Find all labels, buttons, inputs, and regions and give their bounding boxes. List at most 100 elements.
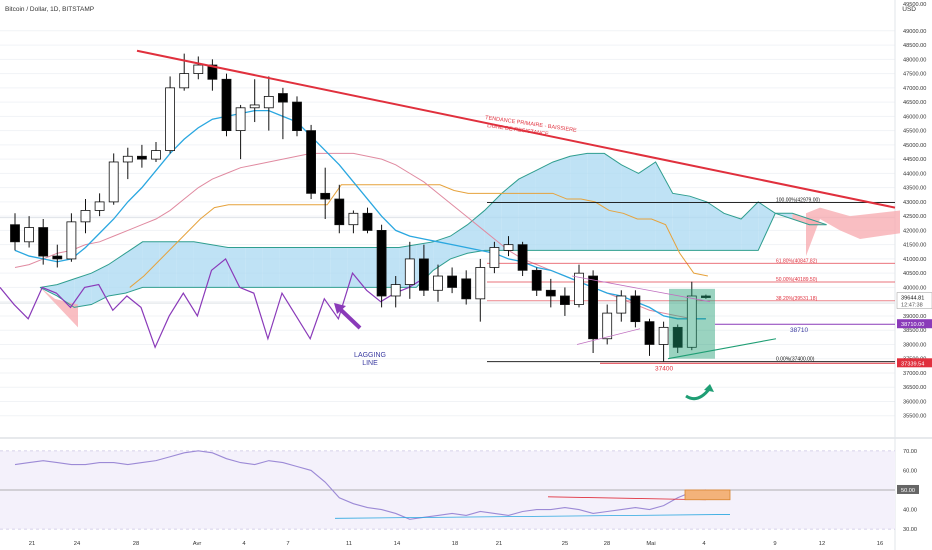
rsi-tick-label: 30.00 [903,527,917,533]
cloud-segment [159,241,177,288]
price-tick-label: 40000.00 [903,285,926,291]
candle-body [418,258,429,291]
rsi-tick-label: 60.00 [903,468,917,474]
time-tick-label: Mai [646,541,655,547]
price-tick-label: 45000.00 [903,143,926,149]
lagging-label-1: LAGGING [354,352,386,359]
price-tick-label: 41000.00 [903,257,926,263]
candle-body [66,221,77,260]
candle-body [193,64,204,74]
cloud-segment [806,207,900,257]
cloud-segment [518,170,536,251]
candle-body [475,267,486,300]
fib-level-label: 100.00%(42979.00) [776,197,820,203]
cloud-segment [330,247,348,288]
last-price-box [896,292,932,309]
cloud-segment [689,196,707,251]
candle-body [263,95,274,109]
candle-body [517,244,528,271]
price-tick-label: 35500.00 [903,414,926,420]
price-tick-label: 48000.00 [903,57,926,63]
price-tick-label: 48500.00 [903,43,926,49]
candle-body [306,130,317,194]
cloud-segment [279,247,297,288]
time-tick-label: 9 [773,541,776,547]
candle-body [588,275,598,340]
candle-body [560,295,570,305]
cloud-segment [211,244,229,288]
cloud-segment [724,213,742,251]
price-tick-label: 39000.00 [903,314,926,320]
lagging-arrow-head [334,303,346,314]
candle-body [686,295,697,348]
cloud-segment [347,247,365,288]
candle-body [80,210,91,223]
price-tick-label: 43000.00 [903,200,926,206]
time-tick-label: 11 [346,541,352,547]
time-tick-label: 7 [286,541,289,547]
price-tick-label: 47000.00 [903,86,926,92]
price-tick-label: 46500.00 [903,100,926,106]
cloud-segment [792,213,810,225]
wedge-line-upper [571,275,711,303]
candle-body [24,227,35,243]
price-tick-label: 38500.00 [903,328,926,334]
time-tick-label: 18 [452,541,458,547]
candle-body [136,155,147,160]
candle-body [207,64,218,80]
time-tick-label: Avr [193,541,202,547]
rsi-tick-label: 40.00 [903,508,917,514]
level-38710-tag: 38710.00 [901,322,924,328]
price-tick-label: 38000.00 [903,342,926,348]
price-tick-label: 41500.00 [903,243,926,249]
symbol-title[interactable]: Bitcoin / Dollar, 1D, BITSTAMP [5,6,94,13]
candle-body [38,227,49,257]
time-tick-label: 4 [242,541,246,547]
cloud-segment [604,153,622,251]
currency-label: USD [902,6,916,13]
fib-level-label: 50.00%(40189.50) [776,277,817,283]
ascending-trendline [667,338,777,360]
candle-body [179,73,190,89]
fib-level-label: 0.00%(37400.00) [776,357,815,363]
cloud-segment [570,153,588,251]
candle-body [390,284,401,297]
candle-body [320,192,331,200]
candle-body [334,198,345,226]
support-label-38710: 38710 [790,327,808,334]
candle-body [348,212,359,226]
candles [10,53,711,362]
cloud-segment [535,161,553,251]
cloud-segment [193,241,211,288]
fib-level-label: 38.20%(39531.18) [776,296,817,302]
price-tick-label: 42500.00 [903,214,926,220]
fibonacci-retracement: 100.00%(42979.00) 61.80%(40847.82) 50.00%(… [487,197,895,363]
wedge-line-lower [576,328,641,345]
rsi-line [14,450,706,520]
time-tick-label: 21 [29,541,35,547]
price-tick-label: 49000.00 [903,29,926,35]
cloud-segment [176,241,194,288]
cloud-segment [501,179,519,251]
candle-body [503,244,514,251]
cloud-segment [57,278,75,308]
axes: 49000.00 48500.00 48000.00 47500.00 47000.00… [29,2,932,547]
cloud-segment [621,164,639,251]
rsi-breakout-box [684,489,731,501]
time-tick-label: 24 [74,541,81,547]
cloud-top-edge [39,152,827,288]
level-38710-tag-bg [897,319,932,329]
time-tick-label: 28 [133,541,139,547]
price-tick-label: 37000.00 [903,371,926,377]
breakout-zone [669,288,715,359]
cloud-segment [142,241,160,288]
candle-body [545,289,556,297]
candle-body [701,295,711,298]
price-tick-label: 44000.00 [903,171,926,177]
price-tick-label: 47500.00 [903,72,926,78]
cloud-segment [313,247,331,288]
candle-body [277,93,288,103]
time-tick-label: 16 [877,541,883,547]
candle-body [249,104,260,109]
